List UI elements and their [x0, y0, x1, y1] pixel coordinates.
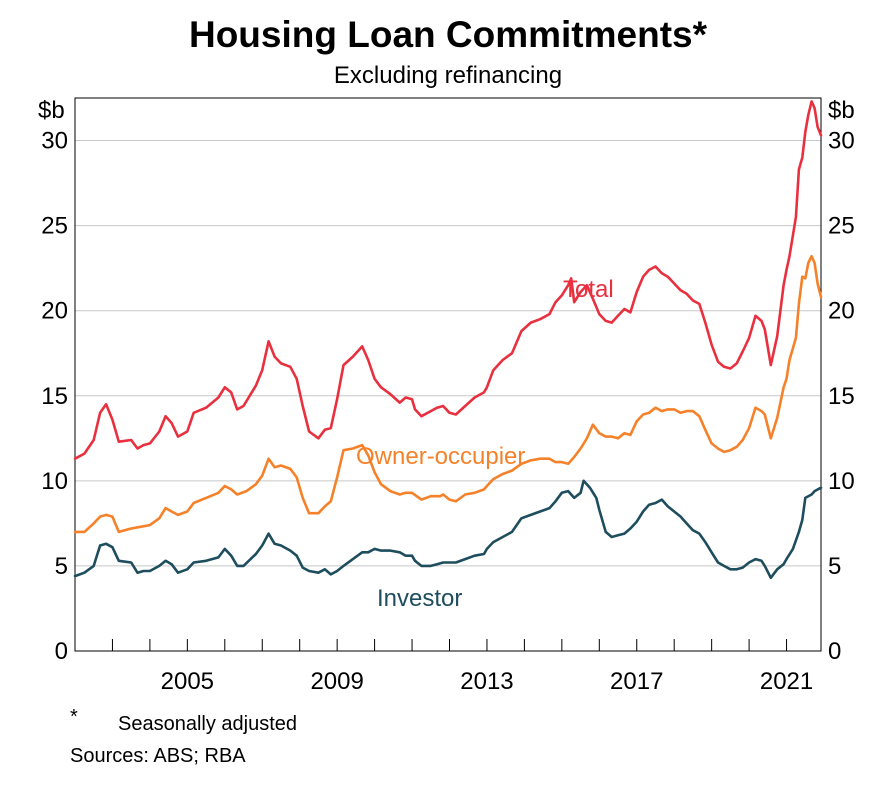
series-line-investor [73, 479, 823, 580]
series-line-owner-occupier [73, 254, 823, 534]
chart-title: Housing Loan Commitments* [188, 14, 708, 55]
y-tick-label-left: 10 [41, 468, 68, 495]
axes [74, 97, 822, 652]
y-tick-label-right: 0 [828, 638, 841, 665]
series-lines [73, 100, 823, 580]
footnote-note: Seasonally adjusted [118, 713, 298, 735]
y-tick-label-left: 25 [41, 213, 68, 240]
footnote-sources: Sources: ABS; RBA [70, 745, 246, 767]
y-tick-label-left: 15 [41, 383, 68, 410]
grid-lines [75, 140, 821, 567]
y-tick-label-right: 10 [828, 468, 855, 495]
chart-subtitle: Excluding refinancing [333, 62, 563, 89]
y-tick-label-left: 30 [41, 128, 68, 155]
x-tick-label: 2005 [161, 668, 214, 695]
plot-frame [74, 97, 822, 652]
x-tick-label: 2013 [460, 668, 513, 695]
y-unit-left: $b [38, 97, 65, 124]
x-tick-label: 2017 [610, 668, 663, 695]
y-tick-label-right: 15 [828, 383, 855, 410]
y-tick-label-right: 25 [828, 213, 855, 240]
y-tick-label-left: 5 [55, 553, 68, 580]
footnote-marker: * [70, 706, 78, 728]
tick-labels: 0 0 5 5 10 10 15 15 20 20 25 25 30 30 2005 2009 2013 2017… [41, 128, 854, 695]
y-tick-label-left: 0 [55, 638, 68, 665]
x-tick-label: 2021 [760, 668, 813, 695]
series-line-total [73, 100, 823, 460]
y-tick-label-right: 30 [828, 128, 855, 155]
y-unit-right: $b [828, 97, 855, 124]
y-tick-label-left: 20 [41, 298, 68, 325]
y-tick-label-right: 20 [828, 298, 855, 325]
x-tick-label: 2009 [310, 668, 363, 695]
y-tick-label-right: 5 [828, 553, 841, 580]
series-label-owner-occupier: Owner-occupier [356, 443, 525, 470]
series-label-investor: Investor [377, 585, 462, 612]
series-label-total: Total [563, 276, 614, 303]
